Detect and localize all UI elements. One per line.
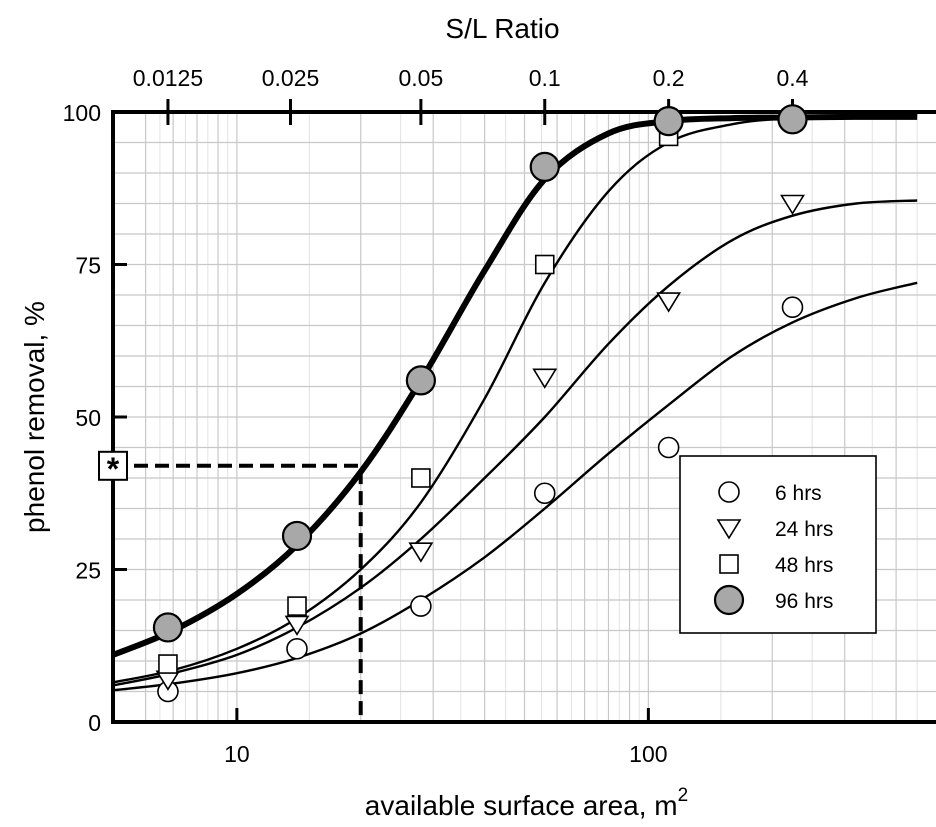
top-tick-label: 0.4 (777, 65, 809, 91)
tick-labels: 0 25 50 75 100 10 100 0.0125 0.025 0.05 0.1 0.2 0.4 (63, 65, 809, 767)
top-tick-label: 0.1 (529, 65, 561, 91)
axis-ticks (113, 99, 795, 724)
data-point (411, 468, 431, 488)
data-point (653, 106, 684, 137)
data-point (534, 254, 555, 275)
legend-label: 6 hrs (775, 482, 822, 505)
x-axis-label: available surface area, m (365, 790, 678, 821)
data-point (656, 292, 682, 313)
y-tick-label: 100 (63, 100, 101, 126)
y-tick-label: 50 (75, 405, 101, 431)
data-point (532, 368, 558, 389)
data-point (529, 151, 560, 182)
legend-marker (713, 584, 745, 616)
y-tick-label: 75 (75, 253, 101, 279)
legend-marker (716, 519, 742, 540)
x-tick-label: 10 (224, 741, 250, 767)
data-point (410, 595, 432, 617)
x-tick-label: 100 (629, 741, 667, 767)
y-tick-label: 25 (75, 558, 101, 584)
data-point (780, 194, 805, 216)
legend: 6 hrs 24 hrs 48 hrs 96 hrs (679, 455, 877, 634)
fit-curve (113, 199, 918, 687)
y-axis-title: phenol removal, % (19, 301, 50, 533)
data-point (408, 542, 434, 563)
annotation-star: * (107, 451, 120, 487)
legend-box (679, 455, 877, 634)
data-point (286, 637, 308, 660)
fit-curves (113, 113, 918, 692)
legend-marker (719, 554, 739, 574)
x-axis-title: available surface area, m2 (365, 785, 688, 821)
top-tick-label: 0.0125 (133, 65, 203, 91)
data-point (287, 596, 307, 616)
data-point (158, 654, 178, 674)
fit-curve (113, 113, 918, 658)
data-point (152, 612, 184, 643)
legend-label: 48 hrs (775, 554, 833, 577)
y-tick-label: 0 (88, 710, 101, 736)
top-tick-label: 0.025 (262, 65, 320, 91)
annotation-marker: * (98, 450, 128, 487)
x-axis-label-superscript: 2 (678, 785, 689, 806)
data-point (777, 104, 808, 135)
legend-marker (718, 481, 740, 503)
data-markers (152, 104, 808, 703)
annotation-box (98, 450, 128, 481)
data-point (533, 482, 556, 505)
top-tick-label: 0.2 (653, 65, 685, 91)
top-axis-title: S/L Ratio (445, 13, 559, 44)
data-point (781, 296, 804, 319)
data-point (405, 365, 436, 396)
legend-label: 96 hrs (775, 590, 833, 613)
fit-curve (113, 281, 918, 692)
top-tick-label: 0.05 (398, 65, 443, 91)
data-point (284, 615, 310, 636)
data-point (281, 520, 313, 552)
legend-label: 24 hrs (775, 518, 833, 541)
data-point (657, 436, 680, 459)
